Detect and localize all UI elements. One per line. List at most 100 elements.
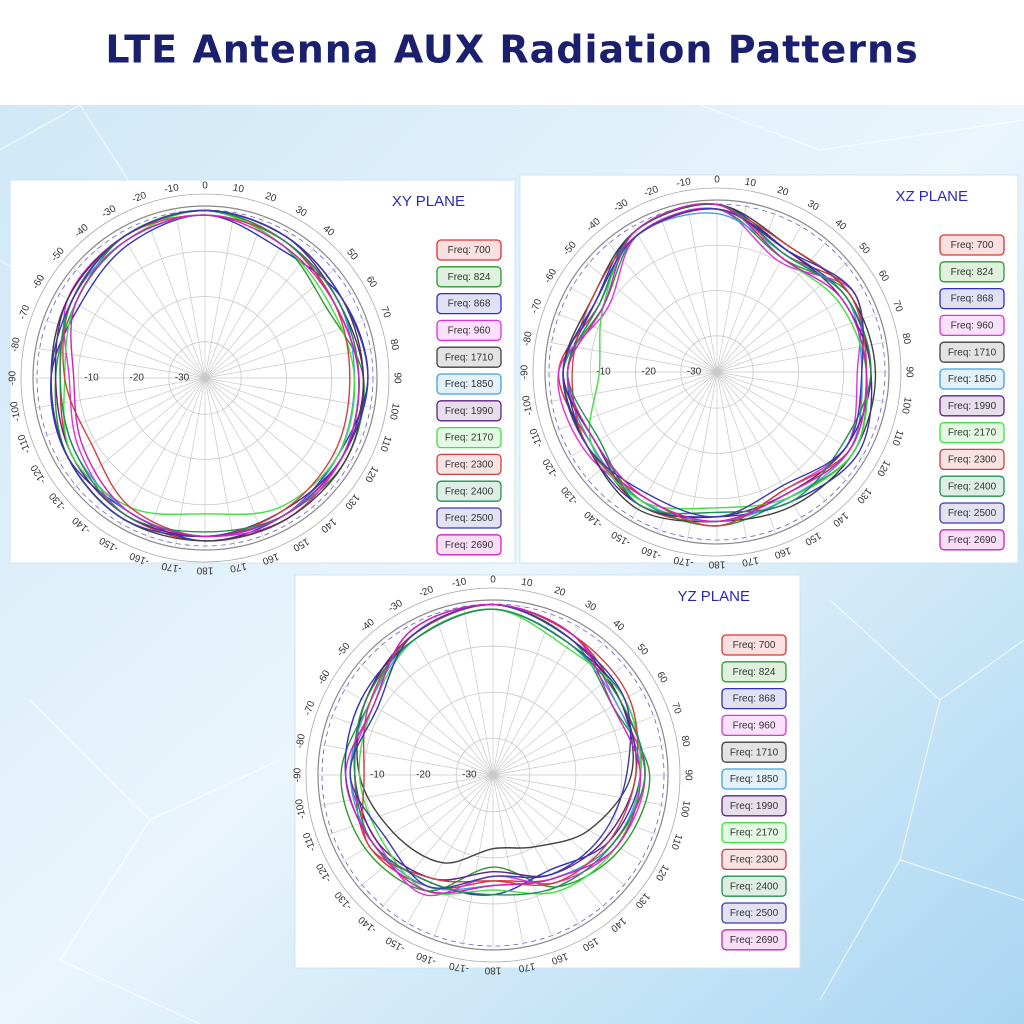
- legend-label: Freq: 2690: [730, 935, 779, 946]
- chart-panel: [519, 174, 1019, 564]
- legend-box: [721, 768, 787, 790]
- pattern-curve: [70, 214, 360, 538]
- legend-box: [721, 875, 787, 897]
- spoke: [358, 774, 494, 888]
- spoke: [432, 610, 494, 776]
- legend-box: [721, 848, 787, 871]
- scale-ring: [305, 587, 681, 963]
- spoke: [492, 774, 581, 927]
- grid-ring: [123, 296, 287, 460]
- spoke: [716, 285, 867, 373]
- spoke: [204, 291, 355, 379]
- legend-label: Freq: 868: [733, 694, 776, 705]
- legend-label: Freq: 2400: [948, 481, 997, 492]
- theta-tick-label: 180: [484, 964, 501, 975]
- spoke: [55, 377, 206, 465]
- spoke: [380, 640, 494, 776]
- theta-tick-label: 100: [387, 402, 401, 421]
- spoke: [204, 377, 292, 528]
- theta-tick-label: 160: [550, 950, 570, 966]
- spoke: [492, 774, 554, 940]
- legend-label: Freq: 1990: [948, 401, 997, 412]
- theta-tick-label: 60: [876, 269, 891, 285]
- theta-tick-label: -20: [643, 184, 661, 199]
- legend-label: Freq: 868: [951, 294, 994, 305]
- spoke: [73, 267, 206, 379]
- legend-label: Freq: 700: [951, 240, 994, 251]
- spoke: [492, 662, 628, 776]
- spoke: [204, 377, 265, 540]
- legend-box: [436, 480, 502, 502]
- theta-tick-label: -170: [672, 554, 694, 568]
- theta-tick-label: 70: [890, 299, 904, 314]
- spoke: [43, 377, 206, 438]
- theta-tick-label: -20: [418, 584, 436, 599]
- theta-tick-label: 180: [196, 564, 213, 575]
- spoke: [462, 602, 494, 776]
- spoke: [547, 371, 718, 403]
- legend-box: [939, 368, 1005, 390]
- legend-label: Freq: 824: [448, 272, 491, 283]
- spoke: [73, 377, 206, 489]
- legend-label: Freq: 2400: [730, 881, 779, 892]
- grid-ring: [455, 737, 531, 813]
- legend-box: [939, 502, 1005, 524]
- legend-label: Freq: 960: [733, 721, 776, 732]
- legend-box: [436, 426, 502, 449]
- spoke: [462, 774, 494, 948]
- legend-label: Freq: 1990: [445, 406, 494, 417]
- spoke: [432, 774, 494, 940]
- legend-label: Freq: 960: [448, 326, 491, 337]
- legend-box: [721, 687, 787, 710]
- legend-label: Freq: 960: [951, 321, 994, 332]
- legend-label: Freq: 1710: [948, 347, 997, 358]
- spoke: [547, 341, 718, 373]
- theta-tick-label: 70: [669, 701, 683, 716]
- spoke: [716, 371, 804, 522]
- theta-tick-label: -10: [451, 576, 468, 589]
- legend-box: [939, 234, 1005, 256]
- grid-ring: [409, 691, 577, 859]
- legend-label: Freq: 1850: [730, 774, 779, 785]
- theta-tick-label: 170: [229, 560, 248, 574]
- spoke: [204, 377, 316, 510]
- legend-box: [721, 902, 787, 924]
- pattern-curve: [353, 608, 646, 896]
- legend-box: [939, 261, 1005, 283]
- spoke: [716, 371, 748, 542]
- theta-tick-label: -100: [521, 394, 535, 416]
- theta-tick-label: -70: [529, 297, 544, 315]
- spoke: [492, 774, 524, 948]
- grid-ring: [635, 290, 799, 454]
- theta-tick-label: 0: [202, 181, 208, 192]
- grid-ring: [77, 250, 333, 506]
- legend-box: [721, 661, 787, 683]
- spoke: [204, 246, 316, 379]
- spoke: [716, 222, 804, 373]
- theta-tick-label: 100: [899, 396, 913, 415]
- spoke: [716, 371, 887, 403]
- legend-label: Freq: 868: [448, 299, 491, 310]
- legend-box: [436, 239, 502, 261]
- scale-ring: [532, 187, 902, 557]
- scale-ring: [20, 193, 390, 563]
- legend-label: Freq: 1850: [445, 379, 494, 390]
- legend-box: [436, 319, 502, 342]
- spoke: [405, 623, 494, 776]
- legend-box: [939, 287, 1005, 310]
- legend-box: [436, 373, 502, 395]
- spoke: [174, 377, 206, 548]
- spoke: [94, 246, 206, 379]
- legend-box: [721, 714, 787, 737]
- spoke: [320, 744, 494, 776]
- theta-tick-label: 110: [377, 434, 393, 453]
- theta-tick-label: 60: [364, 275, 379, 291]
- legend-box: [436, 534, 502, 556]
- legend-box: [939, 395, 1005, 417]
- legend-box: [939, 448, 1005, 471]
- spoke: [118, 228, 206, 379]
- r-tick-label: -10: [84, 373, 99, 384]
- legend-box: [939, 529, 1005, 551]
